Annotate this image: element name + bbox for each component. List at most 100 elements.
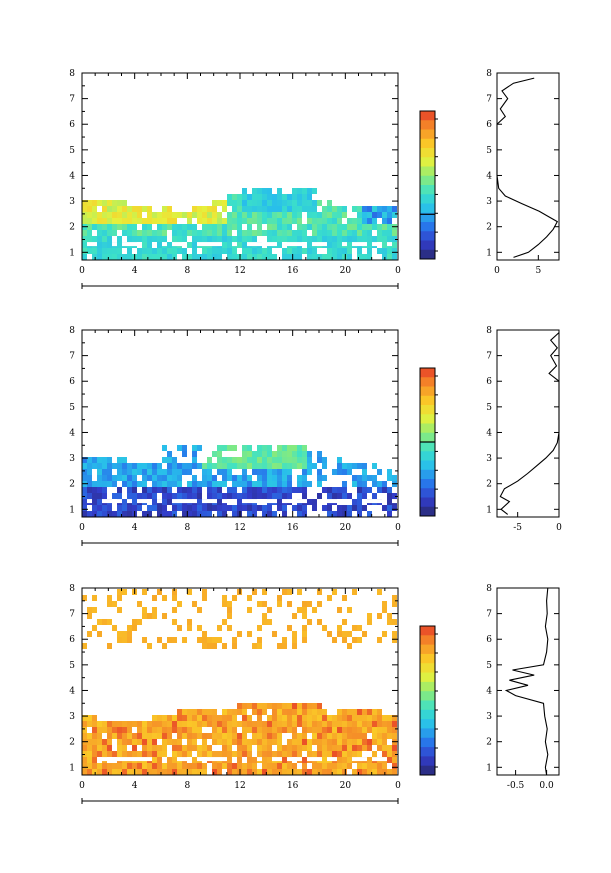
heatmap-cell bbox=[212, 739, 217, 745]
heatmap-cell bbox=[242, 242, 247, 248]
heatmap-cell bbox=[142, 493, 147, 499]
heatmap-cell bbox=[272, 469, 277, 475]
heatmap-cell bbox=[342, 721, 347, 727]
heatmap-cell bbox=[197, 769, 202, 775]
heatmap-cell bbox=[107, 218, 112, 224]
data-gap bbox=[292, 242, 297, 247]
heatmap-cell bbox=[87, 481, 92, 487]
heatmap-cell bbox=[332, 248, 337, 254]
heatmap-cell bbox=[287, 589, 292, 595]
heatmap-cell bbox=[282, 206, 287, 212]
heatmap-cell bbox=[382, 487, 387, 493]
y-tick-label: 2 bbox=[69, 223, 75, 233]
heatmap-cell bbox=[87, 487, 92, 493]
heatmap-cell bbox=[347, 715, 352, 721]
heatmap-cell bbox=[172, 595, 177, 601]
heatmap-cell bbox=[202, 733, 207, 739]
heatmap-cell bbox=[222, 218, 227, 224]
heatmap-cell bbox=[117, 637, 122, 643]
y-tick-label: 7 bbox=[69, 95, 75, 105]
heatmap-cell bbox=[287, 451, 292, 457]
colorbar-swatch bbox=[420, 423, 435, 434]
heatmap-cell bbox=[132, 505, 137, 511]
heatmap-cell bbox=[147, 236, 152, 242]
heatmap-cell bbox=[117, 745, 122, 751]
heatmap-cell bbox=[267, 469, 272, 475]
heatmap-cell bbox=[327, 212, 332, 218]
heatmap-cell bbox=[242, 727, 247, 733]
data-gap bbox=[282, 499, 287, 504]
heatmap-cell bbox=[277, 733, 282, 739]
heatmap-cell bbox=[167, 481, 172, 487]
heatmap-cell bbox=[357, 212, 362, 218]
colorbar-swatch bbox=[420, 709, 435, 720]
avg-y-tick-label: 2 bbox=[486, 480, 492, 490]
heatmap-cell bbox=[307, 709, 312, 715]
heatmap-cell bbox=[147, 745, 152, 751]
heatmap-cell bbox=[122, 469, 127, 475]
data-gap bbox=[212, 499, 217, 504]
heatmap-cell bbox=[262, 613, 267, 619]
heatmap-cell bbox=[297, 589, 302, 595]
colorbar-swatch bbox=[420, 377, 435, 387]
heatmap-cell bbox=[307, 601, 312, 607]
data-gap bbox=[222, 499, 227, 504]
heatmap-cell bbox=[237, 194, 242, 200]
data-gap bbox=[292, 757, 297, 762]
heatmap-cell bbox=[227, 607, 232, 613]
heatmap-cell bbox=[107, 595, 112, 601]
heatmap-cell bbox=[382, 715, 387, 721]
heatmap-cell bbox=[232, 212, 237, 218]
heatmap-cell bbox=[282, 230, 287, 236]
heatmap-cell bbox=[92, 236, 97, 242]
heatmap-cell bbox=[82, 757, 87, 763]
heatmap-cell bbox=[152, 505, 157, 511]
heatmap-cell bbox=[252, 218, 257, 224]
heatmap-cell bbox=[302, 445, 307, 451]
heatmap-cell bbox=[262, 188, 267, 194]
heatmap-cell bbox=[97, 769, 102, 775]
heatmap-cell bbox=[227, 751, 232, 757]
heatmap-cell bbox=[307, 703, 312, 709]
heatmap-cell bbox=[217, 457, 222, 463]
heatmap-cell bbox=[102, 727, 107, 733]
heatmap-cell bbox=[212, 763, 217, 769]
heatmap-cell bbox=[377, 637, 382, 643]
x-tick-label: 0 bbox=[79, 781, 85, 791]
heatmap-cell bbox=[392, 236, 397, 242]
average-profile-line bbox=[504, 587, 549, 776]
heatmap-cell bbox=[137, 218, 142, 224]
data-gap bbox=[377, 242, 382, 247]
heatmap-cell bbox=[107, 242, 112, 248]
heatmap-cell bbox=[387, 727, 392, 733]
heatmap-cell bbox=[92, 715, 97, 721]
heatmap-cell bbox=[292, 445, 297, 451]
heatmap-cell bbox=[217, 769, 222, 775]
heatmap-cell bbox=[152, 727, 157, 733]
heatmap-cell bbox=[337, 212, 342, 218]
data-gap bbox=[217, 757, 222, 762]
heatmap-cell bbox=[192, 511, 197, 517]
heatmap-cell bbox=[162, 487, 167, 493]
heatmap-cell bbox=[177, 445, 182, 451]
avg-x-tick-label: 0 bbox=[556, 523, 562, 533]
heatmap-cell bbox=[312, 212, 317, 218]
heatmap-cell bbox=[392, 475, 397, 481]
heatmap-cell bbox=[192, 757, 197, 763]
heatmap-cell bbox=[162, 224, 167, 230]
data-gap bbox=[137, 757, 142, 762]
heatmap-cell bbox=[187, 751, 192, 757]
heatmap-cell bbox=[277, 451, 282, 457]
heatmap-cell bbox=[192, 715, 197, 721]
heatmap-cell bbox=[262, 475, 267, 481]
heatmap-cell bbox=[217, 230, 222, 236]
heatmap-cell bbox=[327, 511, 332, 517]
heatmap-cell bbox=[352, 625, 357, 631]
heatmap-cell bbox=[167, 457, 172, 463]
heatmap-cell bbox=[152, 218, 157, 224]
heatmap-cell bbox=[117, 469, 122, 475]
heatmap-cell bbox=[132, 212, 137, 218]
heatmap-cell bbox=[137, 463, 142, 469]
avg-x-tick-label: 0.0 bbox=[539, 781, 554, 791]
heatmap-cell bbox=[157, 487, 162, 493]
